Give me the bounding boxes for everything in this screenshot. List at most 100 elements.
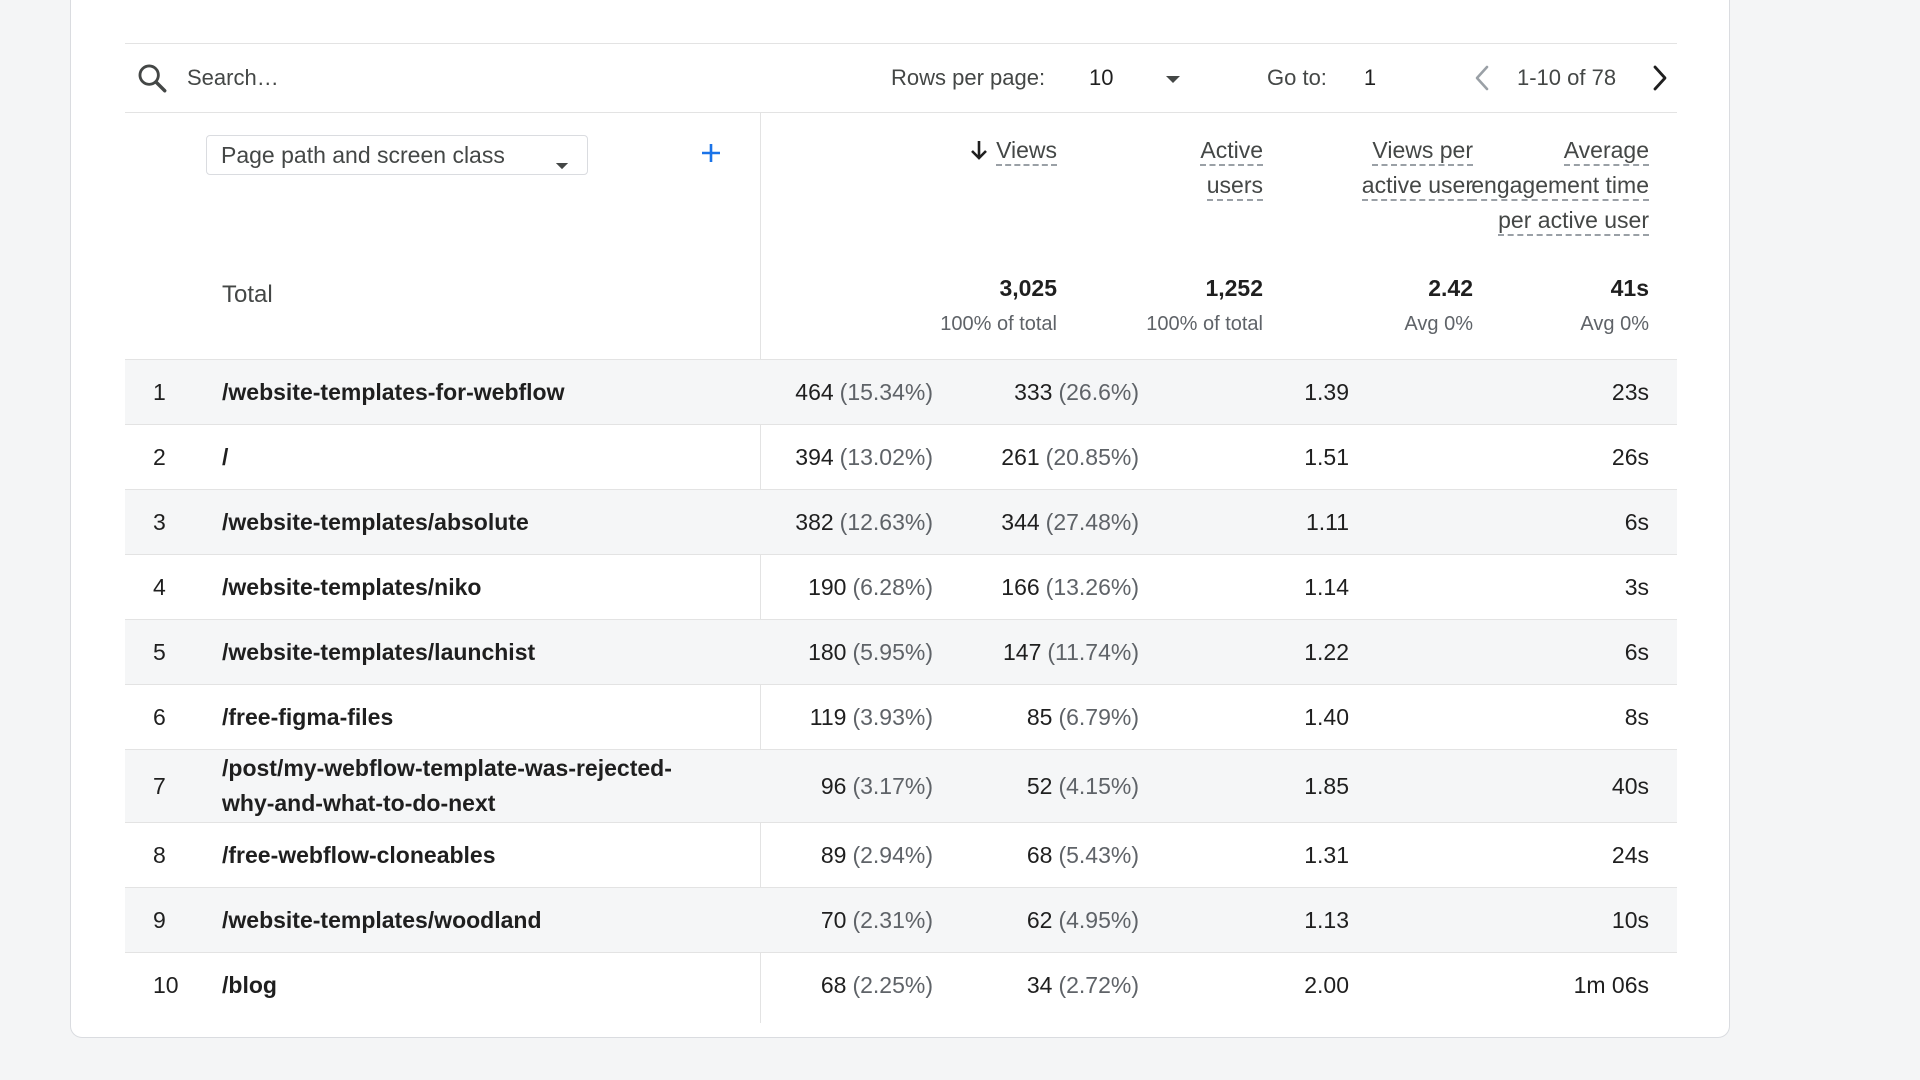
table-row[interactable]: 5/website-templates/launchist 180 (5.95%) 1…	[125, 620, 1677, 685]
rows-per-page-select[interactable]: 10	[1089, 44, 1209, 112]
row-page-path[interactable]: /website-templates-for-webflow	[222, 378, 565, 405]
row-users-value: 62	[1026, 906, 1053, 933]
column-header-active-users[interactable]: Active users	[1065, 133, 1263, 203]
table-row[interactable]: 7/post/my-webflow-template-was-rejected-…	[125, 750, 1677, 823]
row-index: 7	[153, 772, 166, 799]
dimension-selector[interactable]: Page path and screen class	[206, 135, 588, 175]
chevron-right-icon[interactable]	[1649, 44, 1671, 112]
table-row[interactable]: 8/free-webflow-cloneables 89 (2.94%) 68 (5.4…	[125, 823, 1677, 888]
table-row[interactable]: 1/website-templates-for-webflow 464 (15.34…	[125, 360, 1677, 425]
row-engagement-time: 3s	[1624, 573, 1649, 600]
row-users-value: 34	[1026, 971, 1053, 998]
row-views-percent: (3.17%)	[852, 772, 933, 799]
row-views-percent: (3.93%)	[852, 703, 933, 730]
table-row[interactable]: 9/website-templates/woodland 70 (2.31%) 62(…	[125, 888, 1677, 953]
row-views-per-user: 2.00	[1304, 971, 1349, 998]
row-page-path[interactable]: /website-templates/absolute	[222, 508, 529, 535]
pagination-range: 1-10 of 78	[1517, 65, 1617, 90]
row-views-per-user: 1.13	[1304, 906, 1349, 933]
rows-per-page-label: Rows per page:	[891, 65, 1046, 90]
chevron-left-icon[interactable]	[1471, 44, 1493, 112]
row-users-value: 68	[1026, 841, 1053, 868]
row-engagement-time: 6s	[1624, 508, 1649, 535]
row-index: 1	[153, 378, 166, 405]
engagement-header-line1: Average	[1563, 137, 1649, 166]
row-views-value: 119	[809, 703, 847, 730]
row-page-path[interactable]: /website-templates/launchist	[222, 638, 536, 665]
column-header-engagement[interactable]: Average engagement time per active user	[1425, 133, 1649, 238]
row-engagement-time: 40s	[1611, 772, 1649, 799]
row-index: 10	[153, 971, 179, 998]
row-index: 5	[153, 638, 166, 665]
dimension-selector-label: Page path and screen class	[221, 141, 505, 168]
row-active-users: 68 (5.43%)	[1027, 823, 1139, 887]
total-engagement-sub: Avg 0%	[1580, 313, 1649, 335]
table-body: 1/website-templates-for-webflow 464 (15.34…	[125, 360, 1677, 1017]
total-active-users: 1,252	[1205, 275, 1263, 301]
row-views-percent: (15.34%)	[839, 378, 933, 405]
total-views-per-user: 2.42	[1428, 275, 1473, 301]
row-index: 4	[153, 573, 166, 600]
row-views-per-user: 1.14	[1304, 573, 1349, 600]
column-header-views-per-user[interactable]: Views per active user	[1245, 133, 1473, 203]
row-views: 70 (2.31%)	[821, 888, 933, 952]
add-dimension-button[interactable]	[693, 135, 729, 171]
rows-per-page-value: 10	[1089, 65, 1114, 90]
table-row[interactable]: 3/website-templates/absolute 382 (12.63%) 3…	[125, 490, 1677, 555]
goto-page-input[interactable]: 1	[1363, 65, 1377, 90]
row-active-users: 147 (11.74%)	[1003, 620, 1139, 684]
row-views: 394 (13.02%)	[795, 425, 933, 489]
row-page-path[interactable]: /website-templates/niko	[222, 573, 482, 600]
row-users-percent: (11.74%)	[1047, 638, 1139, 665]
row-index: 9	[153, 906, 166, 933]
engagement-header-line3: per active user	[1498, 207, 1649, 236]
row-active-users: 333 (26.6%)	[1014, 360, 1139, 424]
row-users-percent: (6.79%)	[1058, 703, 1139, 730]
row-views-value: 89	[820, 841, 847, 868]
search-input[interactable]	[187, 44, 687, 112]
plus-icon	[702, 144, 720, 162]
row-users-percent: (4.95%)	[1058, 906, 1139, 933]
table-row[interactable]: 6/free-figma-files 119 (3.93%) 85 (6.79%) 1.4…	[125, 685, 1677, 750]
column-header-views[interactable]: Views	[825, 133, 1057, 168]
row-active-users: 85 (6.79%)	[1027, 685, 1139, 749]
row-page-path[interactable]: /post/my-webflow-template-was-rejected-w…	[222, 755, 672, 816]
row-views-per-user: 1.11	[1305, 508, 1349, 535]
row-views: 119 (3.93%)	[810, 685, 933, 749]
row-engagement-time: 24s	[1611, 841, 1649, 868]
active-users-header-line2: users	[1206, 172, 1263, 201]
row-users-percent: (4.15%)	[1058, 772, 1139, 799]
row-views: 382 (12.63%)	[795, 490, 933, 554]
table-row[interactable]: 2 / 394 (13.02%) 261 (20.85%) 1.51 26s	[125, 425, 1677, 490]
row-users-percent: (20.85%)	[1045, 443, 1139, 470]
row-users-percent: (2.72%)	[1058, 971, 1139, 998]
row-views-per-user: 1.22	[1304, 638, 1349, 665]
row-page-path[interactable]: /	[222, 443, 229, 470]
row-page-path[interactable]: /free-figma-files	[222, 703, 394, 730]
row-page-path[interactable]: /website-templates/woodland	[222, 906, 542, 933]
table-header: Page path and screen class Views Active …	[125, 113, 1677, 360]
row-views-per-user: 1.39	[1304, 378, 1349, 405]
chevron-down-icon	[555, 150, 569, 177]
total-views-per-user-sub: Avg 0%	[1404, 313, 1473, 335]
search-icon[interactable]	[135, 44, 169, 112]
views-per-user-header-line2: active user	[1361, 172, 1473, 201]
row-views-per-user: 1.31	[1304, 841, 1349, 868]
table-row[interactable]: 4/website-templates/niko 190 (6.28%) 166 (13…	[125, 555, 1677, 620]
row-views-percent: (2.31%)	[852, 906, 933, 933]
row-users-value: 52	[1026, 772, 1053, 799]
goto-label: Go to:	[1267, 65, 1327, 90]
row-views-value: 68	[820, 971, 847, 998]
row-views: 96 (3.17%)	[821, 750, 933, 822]
row-index: 3	[153, 508, 166, 535]
row-page-path[interactable]: /free-webflow-cloneables	[222, 841, 496, 868]
row-views-per-user: 1.40	[1304, 703, 1349, 730]
table-row[interactable]: 10/blog 68 (2.25%) 34 (2.72%) 2.00 1m 06s	[125, 953, 1677, 1017]
row-page-path[interactable]: /blog	[222, 971, 277, 998]
row-views-percent: (6.28%)	[852, 573, 933, 600]
row-active-users: 166 (13.26%)	[1001, 555, 1139, 619]
row-engagement-time: 6s	[1624, 638, 1649, 665]
row-index: 8	[153, 841, 166, 868]
row-views-value: 382	[795, 508, 834, 535]
table-toolbar: Rows per page: 10 Go to: 1 1-10 of 78	[125, 43, 1677, 113]
